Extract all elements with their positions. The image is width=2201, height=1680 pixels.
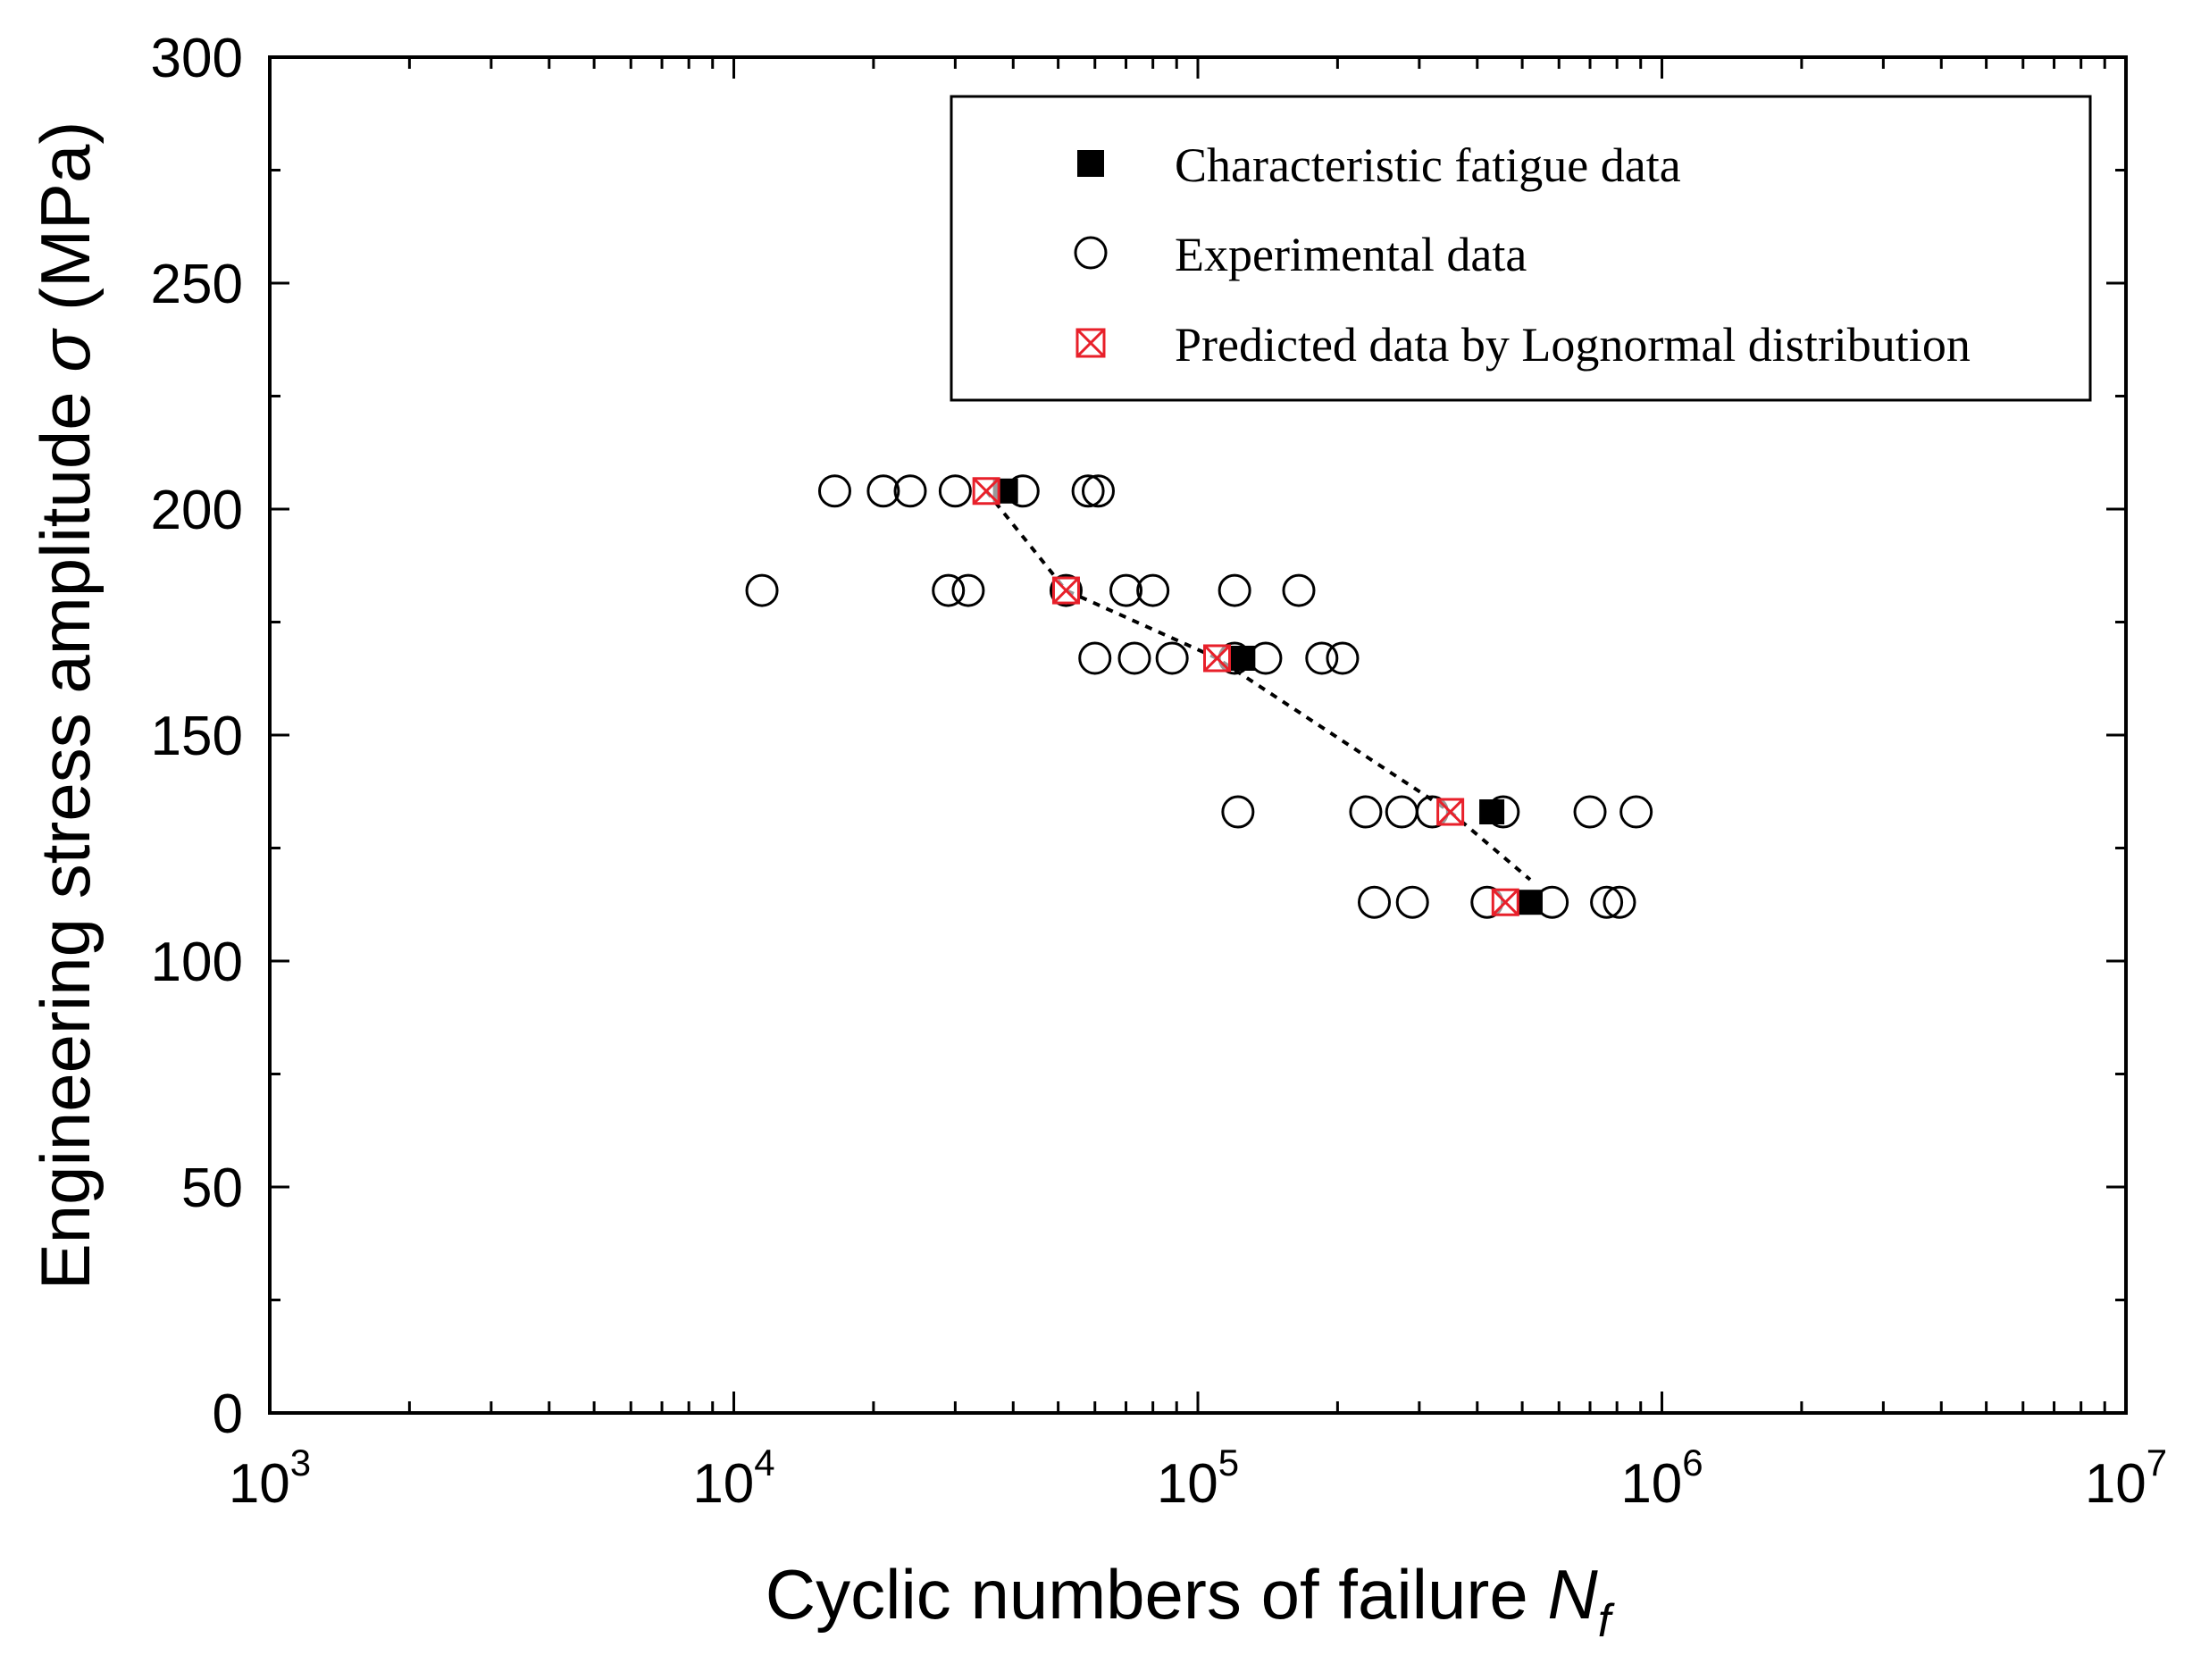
characteristic-point — [1230, 645, 1256, 671]
legend: Characteristic fatigue data Experimental… — [950, 95, 2092, 402]
experimental-point — [951, 573, 985, 607]
predicted-point — [1051, 576, 1080, 605]
legend-characteristic-label: Characteristic fatigue data — [1175, 138, 1681, 192]
predicted-point — [1491, 888, 1519, 916]
experimental-point — [1218, 573, 1251, 607]
experimental-point — [1619, 795, 1653, 829]
experimental-point — [1049, 573, 1083, 607]
experimental-point — [1395, 885, 1429, 919]
y-tick-label: 50 — [181, 1158, 243, 1219]
x-tick-label: 103 — [229, 1442, 311, 1515]
characteristic-point — [1517, 890, 1543, 915]
experimental-point — [1358, 885, 1392, 919]
experimental-point — [866, 474, 900, 508]
experimental-point — [1136, 573, 1170, 607]
predicted-point — [972, 477, 1000, 506]
y-tick-label: 250 — [151, 254, 243, 315]
y-tick-label: 200 — [151, 480, 243, 541]
y-axis-title: Engineering stress amplitude σ (MPa) — [26, 121, 105, 1291]
trend-line — [984, 489, 1532, 882]
x-tick-label: 106 — [1620, 1442, 1703, 1515]
experimental-point — [1573, 795, 1607, 829]
experimental-point — [1590, 885, 1624, 919]
x-tick-label: 105 — [1157, 1442, 1239, 1515]
experimental-point — [1305, 641, 1339, 675]
y-tick-label: 300 — [151, 28, 243, 89]
predicted-point — [1203, 644, 1232, 673]
y-tick-label: 0 — [213, 1383, 243, 1445]
legend-experimental-marker — [1074, 236, 1108, 270]
experimental-point — [1221, 795, 1255, 829]
x-tick-label: 104 — [692, 1442, 774, 1515]
legend-box — [950, 95, 2092, 402]
x-axis-title: Cyclic numbers of failure Nf — [766, 1555, 1615, 1647]
experimental-point — [1117, 641, 1151, 675]
experimental-point — [1081, 474, 1115, 508]
predicted-point — [1436, 798, 1465, 826]
experimental-point — [1155, 641, 1189, 675]
experimental-point — [1326, 641, 1360, 675]
y-tick-label: 150 — [151, 706, 243, 767]
experimental-point — [1349, 795, 1383, 829]
legend-experimental-label: Experimental data — [1175, 228, 1527, 281]
y-tick-label: 100 — [151, 932, 243, 993]
x-tick-label: 107 — [2085, 1442, 2167, 1515]
legend-characteristic-marker — [1077, 150, 1104, 177]
experimental-point — [893, 474, 927, 508]
experimental-point — [938, 474, 972, 508]
experimental-point — [1109, 573, 1143, 607]
experimental-point — [1071, 474, 1105, 508]
experimental-point — [817, 474, 851, 508]
experimental-point — [1282, 573, 1316, 607]
legend-predicted-marker — [1075, 328, 1106, 358]
experimental-point — [1078, 641, 1112, 675]
experimental-point — [932, 573, 966, 607]
characteristic-point — [1479, 799, 1505, 825]
experimental-point — [1603, 885, 1636, 919]
legend-predicted-label: Predicted data by Lognormal distribution — [1175, 318, 1971, 372]
experimental-point — [745, 573, 779, 607]
